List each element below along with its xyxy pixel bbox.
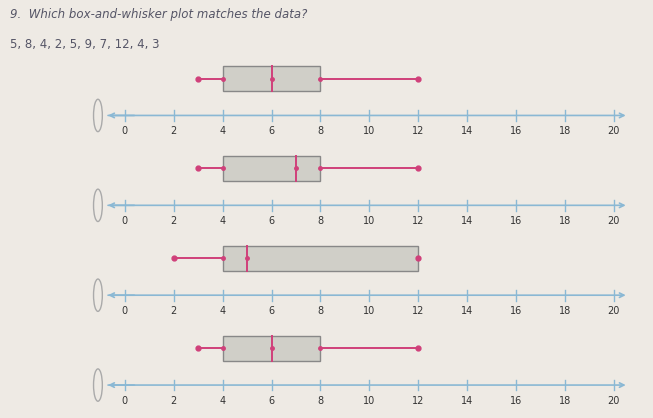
Text: 6: 6 bbox=[268, 216, 275, 226]
Text: 2: 2 bbox=[170, 306, 177, 316]
Text: 6: 6 bbox=[268, 396, 275, 406]
Text: 20: 20 bbox=[608, 396, 620, 406]
Text: 14: 14 bbox=[461, 216, 473, 226]
Text: 16: 16 bbox=[510, 216, 522, 226]
Text: 5, 8, 4, 2, 5, 9, 7, 12, 4, 3: 5, 8, 4, 2, 5, 9, 7, 12, 4, 3 bbox=[10, 38, 159, 51]
Text: 12: 12 bbox=[412, 306, 424, 316]
Text: 9.  Which box-and-whisker plot matches the data?: 9. Which box-and-whisker plot matches th… bbox=[10, 8, 307, 20]
Text: 18: 18 bbox=[559, 396, 571, 406]
Text: 20: 20 bbox=[608, 216, 620, 226]
Text: 16: 16 bbox=[510, 306, 522, 316]
Text: 0: 0 bbox=[121, 396, 128, 406]
Text: 0: 0 bbox=[121, 306, 128, 316]
Text: 10: 10 bbox=[363, 306, 375, 316]
Text: 18: 18 bbox=[559, 306, 571, 316]
Bar bbox=[223, 336, 321, 361]
Text: 16: 16 bbox=[510, 126, 522, 136]
Text: 2: 2 bbox=[170, 396, 177, 406]
Text: 4: 4 bbox=[219, 216, 226, 226]
Text: 8: 8 bbox=[317, 126, 323, 136]
Text: 8: 8 bbox=[317, 216, 323, 226]
Text: 8: 8 bbox=[317, 396, 323, 406]
Text: 18: 18 bbox=[559, 126, 571, 136]
Text: 4: 4 bbox=[219, 396, 226, 406]
Text: 8: 8 bbox=[317, 306, 323, 316]
Text: 12: 12 bbox=[412, 396, 424, 406]
Text: 20: 20 bbox=[608, 306, 620, 316]
Bar bbox=[223, 156, 321, 181]
Text: 12: 12 bbox=[412, 216, 424, 226]
Text: 14: 14 bbox=[461, 306, 473, 316]
Text: 10: 10 bbox=[363, 396, 375, 406]
Text: 20: 20 bbox=[608, 126, 620, 136]
Text: 6: 6 bbox=[268, 306, 275, 316]
Text: 16: 16 bbox=[510, 396, 522, 406]
Bar bbox=[223, 246, 418, 271]
Text: 18: 18 bbox=[559, 216, 571, 226]
Text: 6: 6 bbox=[268, 126, 275, 136]
Text: 2: 2 bbox=[170, 216, 177, 226]
Text: 14: 14 bbox=[461, 126, 473, 136]
Text: 0: 0 bbox=[121, 216, 128, 226]
Text: 14: 14 bbox=[461, 396, 473, 406]
Text: 12: 12 bbox=[412, 126, 424, 136]
Text: 4: 4 bbox=[219, 126, 226, 136]
Text: 10: 10 bbox=[363, 126, 375, 136]
Bar bbox=[223, 66, 321, 91]
Text: 2: 2 bbox=[170, 126, 177, 136]
Text: 0: 0 bbox=[121, 126, 128, 136]
Text: 4: 4 bbox=[219, 306, 226, 316]
Text: 10: 10 bbox=[363, 216, 375, 226]
